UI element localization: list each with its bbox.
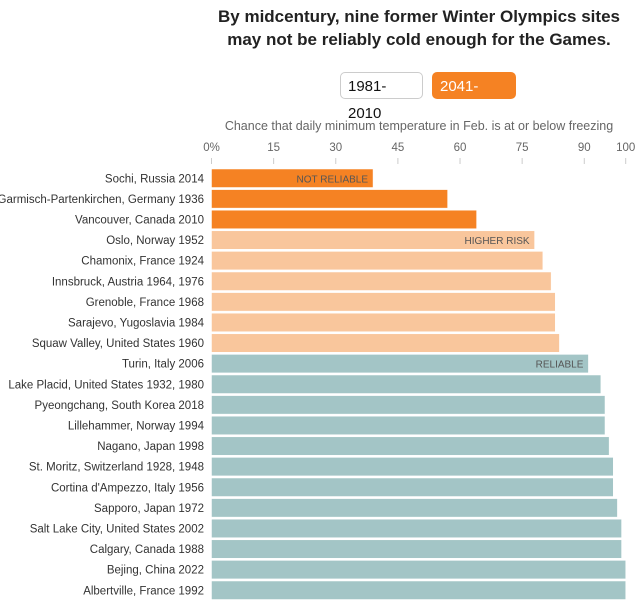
- bar-label: Lake Placid, United States 1932, 1980: [8, 379, 204, 391]
- bar-label: Lillehammer, Norway 1994: [68, 420, 205, 432]
- bar-label: Grenoble, France 1968: [86, 297, 204, 309]
- bar: [211, 312, 556, 332]
- x-tick-label: 60: [454, 142, 467, 154]
- bar-label: Innsbruck, Austria 1964, 1976: [52, 276, 204, 288]
- bar-label: Turin, Italy 2006: [122, 359, 204, 371]
- bar-label: Calgary, Canada 1988: [90, 544, 204, 556]
- bar: [211, 580, 626, 600]
- bar: [211, 415, 606, 435]
- bar-label: Oslo, Norway 1952: [106, 235, 204, 247]
- bar: [211, 168, 374, 188]
- bar: [211, 498, 618, 518]
- bar: [211, 560, 626, 580]
- bar: [211, 271, 552, 291]
- bar-label: Chamonix, France 1924: [81, 256, 204, 268]
- period-toggle-1981-2010[interactable]: 1981-2010: [340, 72, 423, 122]
- bar: [211, 477, 614, 497]
- period-toggle-2041-2070[interactable]: 2041-2070: [432, 72, 516, 122]
- group-annotation: HIGHER RISK: [465, 236, 530, 247]
- bar-label: Vancouver, Canada 2010: [75, 214, 204, 226]
- bar-label: Sapporo, Japan 1972: [94, 503, 204, 515]
- bar-label: Bejing, China 2022: [107, 565, 204, 577]
- bar-label: Squaw Valley, United States 1960: [32, 338, 204, 350]
- x-tick-label: 100: [616, 142, 635, 154]
- x-tick-label: 90: [578, 142, 591, 154]
- bar: [211, 539, 622, 559]
- group-annotation: NOT RELIABLE: [297, 174, 369, 185]
- bar-label: Salt Lake City, United States 2002: [30, 523, 204, 535]
- x-tick-label: 75: [516, 142, 529, 154]
- chart-title-line-1: By midcentury, nine former Winter Olympi…: [218, 7, 620, 26]
- bar-label: St. Moritz, Switzerland 1928, 1948: [29, 462, 204, 474]
- bar-label: Sarajevo, Yugoslavia 1984: [68, 317, 205, 329]
- bar: [211, 518, 622, 538]
- bar: [211, 395, 606, 415]
- group-annotation: RELIABLE: [536, 360, 584, 371]
- bar-label: Pyeongchang, South Korea 2018: [35, 400, 204, 412]
- bar: [211, 457, 614, 477]
- bar-label: Nagano, Japan 1998: [97, 441, 204, 453]
- x-tick-label: 30: [329, 142, 342, 154]
- chart-title-line-2: may not be reliably cold enough for the …: [227, 30, 611, 49]
- bar-label: Sochi, Russia 2014: [105, 173, 205, 185]
- bar: [211, 333, 560, 353]
- x-tick-label: 15: [267, 142, 280, 154]
- bar: [211, 189, 448, 209]
- bar: [211, 436, 610, 456]
- bar-label: Albertville, France 1992: [83, 585, 204, 597]
- bar: [211, 251, 544, 271]
- bar-label: Garmisch-Partenkirchen, Germany 1936: [0, 194, 204, 206]
- bar: [211, 209, 477, 229]
- x-axis-title: Chance that daily minimum temperature in…: [224, 119, 614, 133]
- x-tick-label: 0%: [203, 142, 220, 154]
- bar: [211, 374, 602, 394]
- x-tick-label: 45: [391, 142, 404, 154]
- bar: [211, 230, 535, 250]
- bar-label: Cortina d'Ampezzo, Italy 1956: [51, 482, 204, 494]
- bar: [211, 354, 589, 374]
- bar: [211, 292, 556, 312]
